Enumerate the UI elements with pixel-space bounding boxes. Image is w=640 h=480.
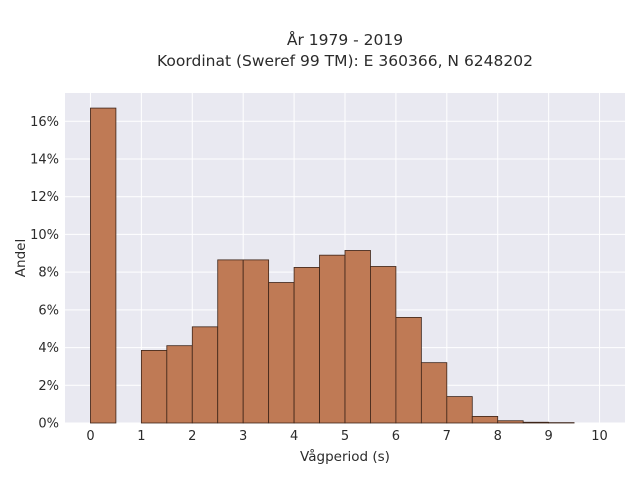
bars <box>90 107 575 424</box>
x-tick-label: 6 <box>392 429 400 444</box>
histogram-bar <box>268 282 295 424</box>
y-tick-label: 4% <box>38 341 59 356</box>
histogram-bar <box>293 267 320 424</box>
histogram-bar <box>370 266 397 424</box>
y-tick-label: 14% <box>30 153 59 168</box>
x-tick-label: 1 <box>137 429 145 444</box>
histogram-bar <box>497 420 524 424</box>
y-tick-label: 12% <box>30 190 59 205</box>
y-tick-label: 2% <box>38 379 59 394</box>
histogram-bar <box>217 259 244 424</box>
x-tick-label: 3 <box>239 429 247 444</box>
histogram-bar <box>446 396 473 424</box>
histogram-bar <box>395 316 422 424</box>
y-tick-label: 8% <box>38 266 59 281</box>
histogram-bar <box>191 326 219 424</box>
histogram-bar <box>344 250 371 424</box>
histogram-bar <box>522 421 550 424</box>
x-tick-label: 5 <box>341 429 349 444</box>
y-tick-label: 0% <box>38 417 59 432</box>
histogram-bar <box>319 254 346 424</box>
x-tick-label: 9 <box>544 429 552 444</box>
y-tick-label: 16% <box>30 115 59 130</box>
y-tick-label: 10% <box>30 228 59 243</box>
x-tick-label: 7 <box>443 429 451 444</box>
y-axis-label: Andel <box>13 239 29 277</box>
histogram-bar <box>166 345 193 424</box>
histogram-bar <box>471 415 499 424</box>
histogram-bar <box>420 362 448 424</box>
histogram-bar <box>90 107 117 424</box>
y-tick-label: 6% <box>38 303 59 318</box>
x-tick-label: 8 <box>494 429 502 444</box>
x-tick-label: 4 <box>290 429 298 444</box>
x-tick-label: 0 <box>86 429 94 444</box>
histogram-bar <box>242 259 270 424</box>
histogram-bar <box>140 349 168 424</box>
y-tick-labels: 0% 2% 4% 6% 8% 10% 12% 14% 16% <box>30 115 59 432</box>
x-tick-labels: 0 1 2 3 4 5 6 7 8 9 10 <box>86 429 608 444</box>
chart-title-line-1: År 1979 - 2019 <box>287 30 403 49</box>
x-axis-label: Vågperiod (s) <box>300 448 390 465</box>
chart-title-line-2: Koordinat (Sweref 99 TM): E 360366, N 62… <box>157 52 533 70</box>
x-tick-label: 2 <box>188 429 196 444</box>
x-tick-label: 10 <box>591 429 608 444</box>
